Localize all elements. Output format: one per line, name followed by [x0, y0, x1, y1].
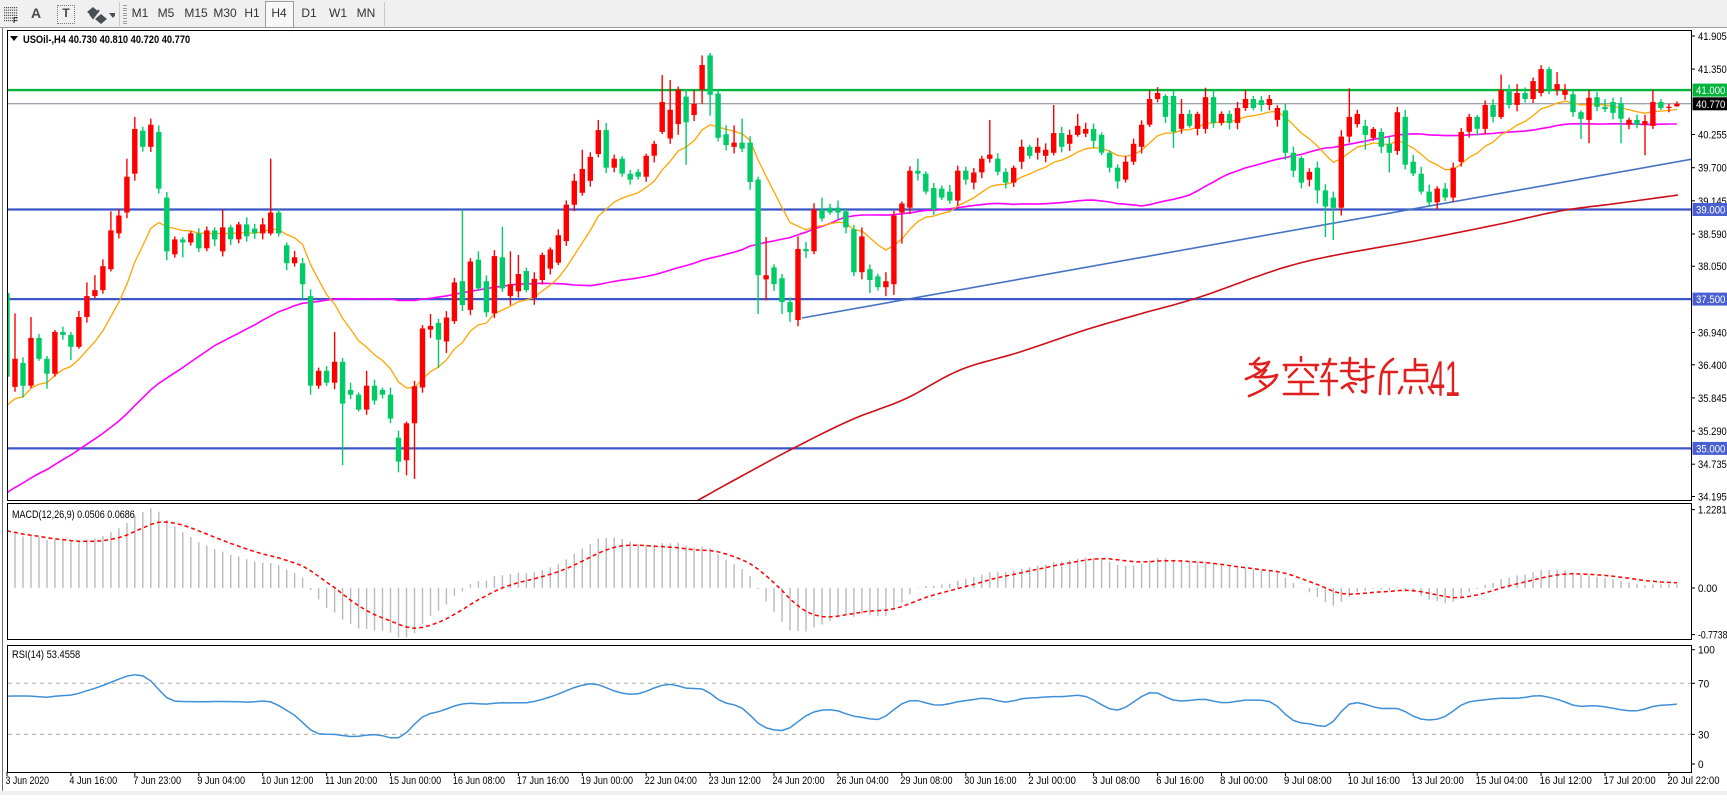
- svg-text:20 Jul 22:00: 20 Jul 22:00: [1667, 775, 1719, 787]
- svg-text:26 Jun 04:00: 26 Jun 04:00: [837, 775, 889, 787]
- svg-text:39.000: 39.000: [1696, 205, 1725, 217]
- svg-text:35.845: 35.845: [1698, 393, 1727, 405]
- svg-text:8 Jul 00:00: 8 Jul 00:00: [1220, 775, 1268, 787]
- svg-text:29 Jun 08:00: 29 Jun 08:00: [900, 775, 952, 787]
- svg-text:10 Jun 12:00: 10 Jun 12:00: [261, 775, 313, 787]
- svg-text:15 Jul 04:00: 15 Jul 04:00: [1476, 775, 1528, 787]
- svg-text:30: 30: [1698, 729, 1709, 741]
- svg-text:2 Jul 00:00: 2 Jul 00:00: [1028, 775, 1076, 787]
- svg-text:24 Jun 20:00: 24 Jun 20:00: [773, 775, 825, 787]
- svg-text:1.2281: 1.2281: [1698, 505, 1727, 517]
- svg-text:4 Jun 16:00: 4 Jun 16:00: [69, 775, 117, 787]
- svg-text:37.500: 37.500: [1696, 294, 1725, 306]
- svg-text:35.000: 35.000: [1696, 443, 1725, 455]
- svg-text:3 Jul 08:00: 3 Jul 08:00: [1092, 775, 1140, 787]
- svg-text:-0.7738: -0.7738: [1698, 630, 1727, 642]
- svg-text:34.195: 34.195: [1698, 492, 1727, 504]
- svg-text:0: 0: [1698, 759, 1704, 771]
- svg-text:100: 100: [1698, 645, 1715, 657]
- svg-text:41.350: 41.350: [1698, 64, 1727, 76]
- svg-text:9 Jun 04:00: 9 Jun 04:00: [197, 775, 245, 787]
- svg-text:41: 41: [1430, 351, 1460, 407]
- svg-text:23 Jun 12:00: 23 Jun 12:00: [709, 775, 761, 787]
- svg-text:16 Jun 08:00: 16 Jun 08:00: [453, 775, 505, 787]
- svg-text:6 Jul 16:00: 6 Jul 16:00: [1156, 775, 1204, 787]
- svg-text:RSI(14) 53.4558: RSI(14) 53.4558: [12, 649, 80, 661]
- svg-text:MACD(12,26,9) 0.0506 0.0686: MACD(12,26,9) 0.0506 0.0686: [12, 509, 135, 521]
- svg-text:35.290: 35.290: [1698, 426, 1727, 438]
- svg-text:11 Jun 20:00: 11 Jun 20:00: [325, 775, 377, 787]
- svg-text:41.905: 41.905: [1698, 31, 1727, 43]
- svg-text:36.940: 36.940: [1698, 328, 1727, 340]
- svg-text:41.000: 41.000: [1696, 85, 1725, 97]
- svg-text:10 Jul 16:00: 10 Jul 16:00: [1348, 775, 1400, 787]
- svg-text:3 Jun 2020: 3 Jun 2020: [6, 775, 50, 787]
- svg-text:0.00: 0.00: [1698, 583, 1717, 595]
- svg-text:40.255: 40.255: [1698, 130, 1727, 142]
- svg-text:13 Jul 20:00: 13 Jul 20:00: [1412, 775, 1464, 787]
- svg-text:39.700: 39.700: [1698, 163, 1727, 175]
- svg-text:9 Jul 08:00: 9 Jul 08:00: [1284, 775, 1332, 787]
- svg-text:16 Jul 12:00: 16 Jul 12:00: [1540, 775, 1592, 787]
- svg-text:USOil-,H4 40.730 40.810 40.72: USOil-,H4 40.730 40.810 40.720 40.770: [23, 34, 190, 46]
- svg-text:30 Jun 16:00: 30 Jun 16:00: [964, 775, 1016, 787]
- svg-text:70: 70: [1698, 678, 1709, 690]
- svg-text:38.590: 38.590: [1698, 229, 1727, 241]
- svg-text:40.770: 40.770: [1696, 99, 1725, 111]
- svg-text:7 Jun 23:00: 7 Jun 23:00: [133, 775, 181, 787]
- svg-text:15 Jun 00:00: 15 Jun 00:00: [389, 775, 441, 787]
- svg-text:17 Jul 20:00: 17 Jul 20:00: [1604, 775, 1656, 787]
- svg-text:36.400: 36.400: [1698, 360, 1727, 372]
- svg-text:19 Jun 00:00: 19 Jun 00:00: [581, 775, 633, 787]
- svg-text:22 Jun 04:00: 22 Jun 04:00: [645, 775, 697, 787]
- svg-text:34.735: 34.735: [1698, 459, 1727, 471]
- svg-text:17 Jun 16:00: 17 Jun 16:00: [517, 775, 569, 787]
- svg-text:38.050: 38.050: [1698, 261, 1727, 273]
